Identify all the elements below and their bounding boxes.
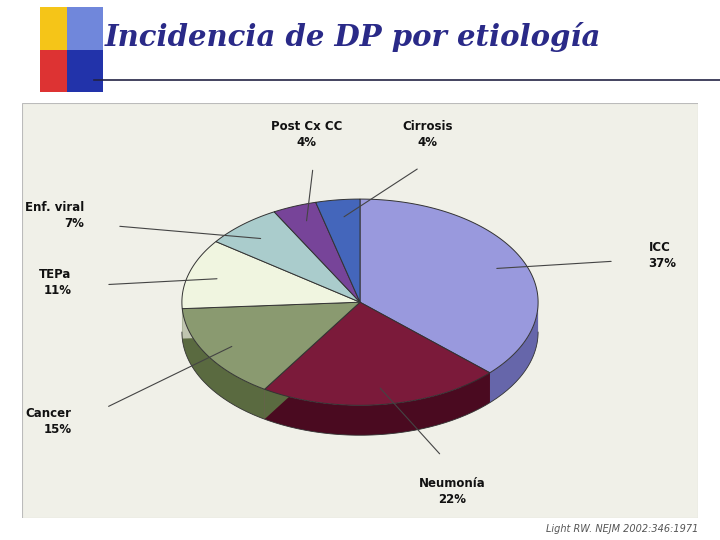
Polygon shape [182, 302, 360, 389]
FancyBboxPatch shape [22, 103, 698, 518]
Polygon shape [360, 302, 490, 403]
Polygon shape [264, 302, 490, 406]
Text: Light RW. NEJM 2002:346:1971: Light RW. NEJM 2002:346:1971 [546, 523, 698, 534]
Text: Cancer
15%: Cancer 15% [25, 408, 71, 436]
Polygon shape [182, 309, 264, 419]
Polygon shape [264, 373, 490, 435]
FancyBboxPatch shape [40, 50, 67, 92]
Text: ICC
37%: ICC 37% [649, 241, 677, 270]
Polygon shape [182, 302, 360, 339]
Polygon shape [264, 302, 360, 419]
FancyBboxPatch shape [67, 50, 102, 92]
Text: Incidencia de DP por etiología: Incidencia de DP por etiología [104, 22, 600, 52]
Text: TEPa
11%: TEPa 11% [39, 268, 71, 296]
Polygon shape [182, 241, 360, 309]
Polygon shape [490, 302, 538, 403]
Polygon shape [182, 302, 360, 339]
Polygon shape [274, 202, 360, 302]
Polygon shape [315, 199, 360, 302]
FancyBboxPatch shape [67, 7, 102, 53]
Text: Enf. viral
7%: Enf. viral 7% [24, 201, 84, 230]
Text: Cirrosis
4%: Cirrosis 4% [402, 120, 453, 149]
Polygon shape [216, 212, 360, 302]
Polygon shape [264, 302, 360, 419]
Polygon shape [360, 302, 490, 403]
FancyBboxPatch shape [40, 7, 67, 53]
Text: Post Cx CC
4%: Post Cx CC 4% [271, 120, 342, 149]
Polygon shape [360, 199, 538, 373]
Text: Neumonía
22%: Neumonía 22% [419, 477, 486, 506]
